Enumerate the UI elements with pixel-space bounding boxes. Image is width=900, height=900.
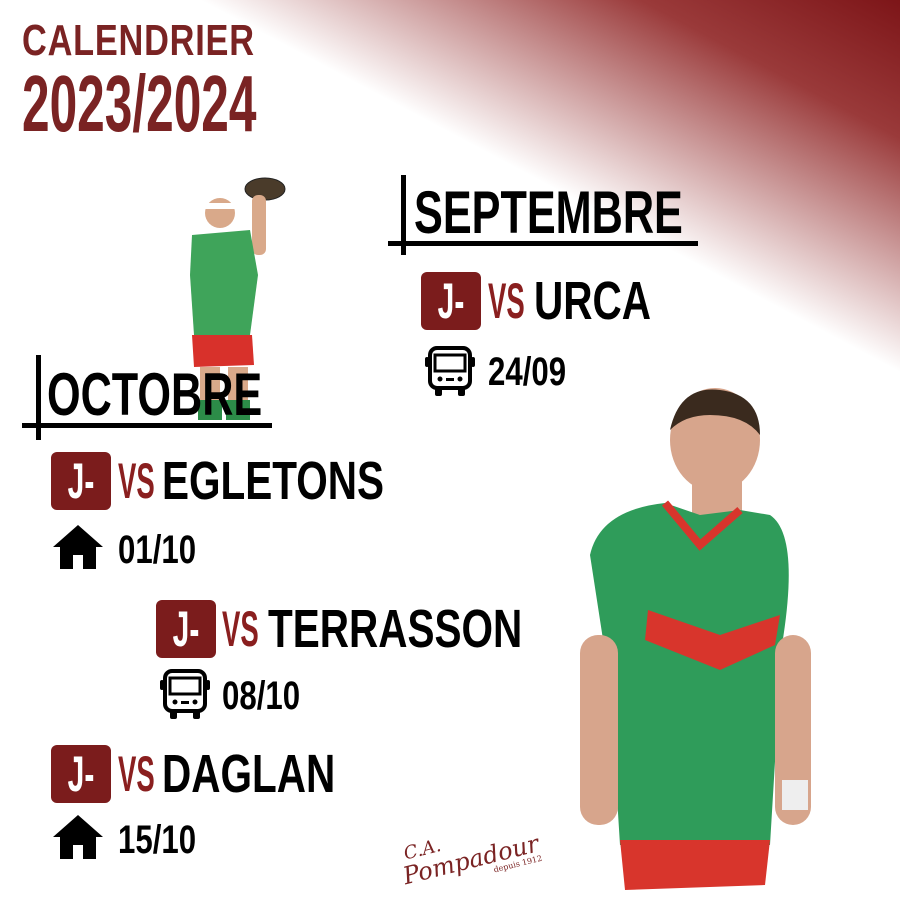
home-icon bbox=[53, 525, 103, 569]
match-date: 15/10 bbox=[118, 818, 197, 862]
vs-label: VS bbox=[222, 601, 259, 657]
match-date: 08/10 bbox=[222, 674, 301, 718]
round-label: J-2 bbox=[67, 453, 95, 509]
match-date: 24/09 bbox=[488, 350, 567, 394]
player-lineout-image bbox=[190, 177, 286, 420]
month-bracket-vertical bbox=[36, 355, 41, 440]
opponent-name: URCA bbox=[534, 271, 651, 331]
month-bracket-horizontal bbox=[388, 241, 698, 246]
vs-label: VS bbox=[118, 453, 155, 509]
home-icon bbox=[53, 815, 103, 859]
round-label: J-4 bbox=[67, 746, 95, 802]
opponent-name: EGLETONS bbox=[162, 451, 385, 511]
round-badge: J-1 bbox=[421, 272, 481, 330]
month-bracket-horizontal bbox=[22, 423, 272, 428]
vs-label: VS bbox=[488, 273, 525, 329]
round-label: J-3 bbox=[172, 601, 200, 657]
month-bracket-vertical bbox=[401, 175, 406, 255]
title-season: 2023/2024 bbox=[22, 59, 257, 148]
title-calendrier: CALENDRIER bbox=[22, 16, 255, 65]
match-date: 01/10 bbox=[118, 528, 197, 572]
round-badge: J-4 bbox=[51, 745, 111, 803]
opponent-name: DAGLAN bbox=[162, 744, 336, 804]
player-portrait-image bbox=[580, 388, 811, 890]
round-badge: J-3 bbox=[156, 600, 216, 658]
round-label: J-1 bbox=[437, 273, 465, 329]
month-septembre: SEPTEMBRE bbox=[414, 179, 683, 246]
month-octobre: OCTOBRE bbox=[47, 361, 263, 428]
opponent-name: TERRASSON bbox=[268, 599, 523, 659]
bus-icon bbox=[425, 346, 475, 396]
round-badge: J-2 bbox=[51, 452, 111, 510]
vs-label: VS bbox=[118, 746, 155, 802]
bus-icon bbox=[160, 669, 210, 719]
